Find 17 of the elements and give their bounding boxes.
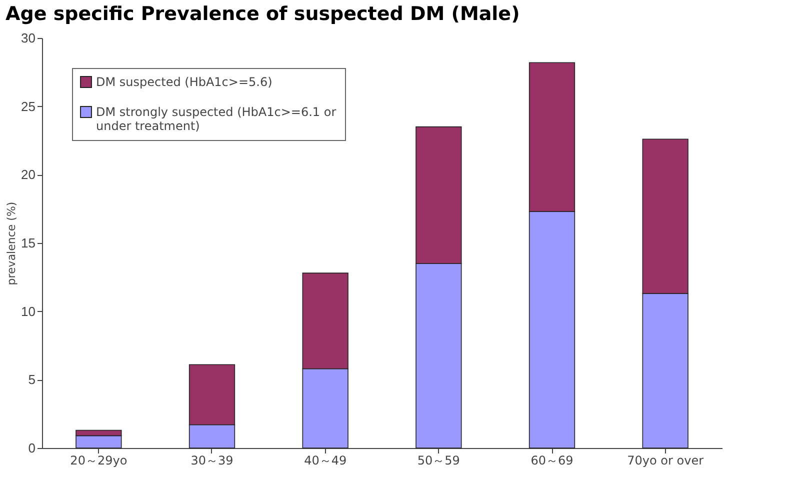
legend-label: DM strongly suspected (HbA1c>=6.1 or under treatment) bbox=[96, 105, 336, 133]
y-tick-label: 20 bbox=[21, 167, 36, 182]
y-axis-title: prevalence (%) bbox=[5, 202, 18, 286]
y-tick-label: 15 bbox=[21, 236, 36, 250]
chart-title: Age specific Prevalence of suspected DM (Male) bbox=[6, 3, 520, 25]
x-tick-label: 50～59 bbox=[417, 454, 460, 468]
y-tick-label: 25 bbox=[21, 98, 36, 114]
x-tick-label: 60～69 bbox=[530, 454, 574, 468]
x-tick-label: 30～39 bbox=[190, 454, 234, 468]
x-tick-label: 20～29yo bbox=[70, 454, 128, 468]
x-tick-label: 70yo or over bbox=[627, 454, 704, 468]
y-tick-label: 10 bbox=[21, 304, 36, 319]
y-tick-label: 30 bbox=[21, 30, 36, 46]
x-tick-label: 40～49 bbox=[304, 454, 347, 468]
y-tick-label: 5 bbox=[28, 372, 36, 388]
legend-label: DM suspected (HbA1c>=5.6) bbox=[96, 75, 272, 89]
y-tick-label: 0 bbox=[28, 440, 36, 456]
